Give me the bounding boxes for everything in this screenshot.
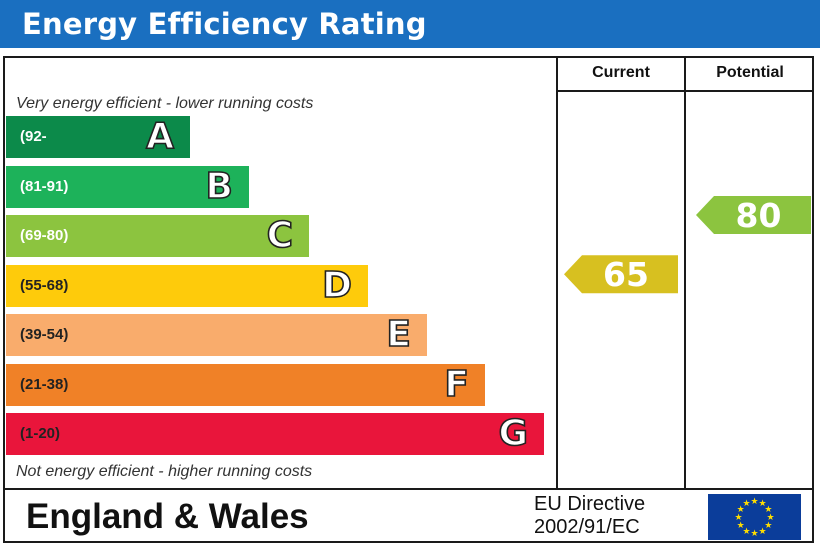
eu-stars: ★ ★★★★★★★★★★★	[734, 497, 774, 539]
column-divider-current	[556, 56, 558, 490]
band-b: (81-91) B	[6, 165, 249, 208]
eu-star-icon: ★	[758, 499, 766, 509]
band-g: (1-20) G	[6, 412, 544, 455]
eu-star-icon: ★	[750, 497, 758, 507]
eu-star-icon: ★	[764, 521, 772, 531]
band-letter-label: D	[321, 264, 352, 307]
band-letter-label: A	[145, 115, 174, 158]
band-letter-label: B	[205, 165, 234, 208]
note-top: Very energy efficient - lower running co…	[16, 95, 314, 112]
band-range-label: (21-38)	[20, 375, 69, 393]
eu-star-icon: ★	[742, 527, 750, 537]
band-c: (69-80) C	[6, 214, 309, 257]
potential-rating-arrow	[696, 196, 811, 234]
band-letter-label: F	[444, 363, 470, 406]
eu-directive-line2: 2002/91/EC	[534, 516, 640, 538]
header-bar: Energy Efficiency Rating	[0, 0, 820, 48]
eu-star-icon: ★	[764, 505, 772, 515]
eu-star-icon: ★	[742, 499, 750, 509]
band-letter-label: G	[498, 412, 529, 455]
current-rating-arrow	[564, 255, 678, 294]
region-label: England & Wales	[26, 497, 309, 536]
band-range-label: (55-68)	[20, 276, 69, 294]
eu-star-icon: ★	[766, 513, 774, 523]
page-title: Energy Efficiency Rating	[22, 7, 427, 41]
column-header-potential: Potential	[716, 64, 784, 81]
note-bottom: Not energy efficient - higher running co…	[16, 463, 313, 480]
column-divider-potential	[684, 56, 686, 490]
band-range-label: (92-	[20, 128, 47, 145]
band-a: (92- A	[6, 115, 190, 158]
eu-star-icon: ★	[758, 527, 766, 537]
eu-star-icon: ★	[737, 521, 745, 531]
band-letter-label: E	[386, 313, 412, 356]
current-rating-value: 65	[603, 255, 649, 294]
header-row-divider	[556, 90, 814, 92]
footer-divider	[3, 488, 814, 490]
potential-rating-value: 80	[736, 196, 782, 235]
rating-frame	[3, 56, 814, 543]
band-range-label: (39-54)	[20, 326, 69, 343]
band-range-label: (81-91)	[20, 177, 69, 195]
band-range-label: (1-20)	[20, 425, 61, 442]
eu-star-icon: ★	[750, 529, 758, 539]
column-header-current: Current	[592, 64, 650, 81]
eu-star-icon: ★	[734, 513, 742, 523]
eu-directive-text: EU Directive 2002/91/EC	[534, 493, 704, 539]
band-letter-label: C	[266, 214, 294, 257]
eu-star-icon: ★	[737, 505, 745, 515]
eu-flag-icon: ★ ★ ★ ★ ★ ★ ★ ★ ★ ★ ★ ★	[708, 494, 801, 540]
band-e: (39-54) E	[6, 313, 427, 356]
band-d: (55-68) D	[6, 264, 368, 307]
eu-directive-line1: EU Directive	[534, 493, 646, 515]
band-range-label: (69-80)	[20, 227, 69, 244]
band-f: (21-38) F	[6, 363, 485, 406]
